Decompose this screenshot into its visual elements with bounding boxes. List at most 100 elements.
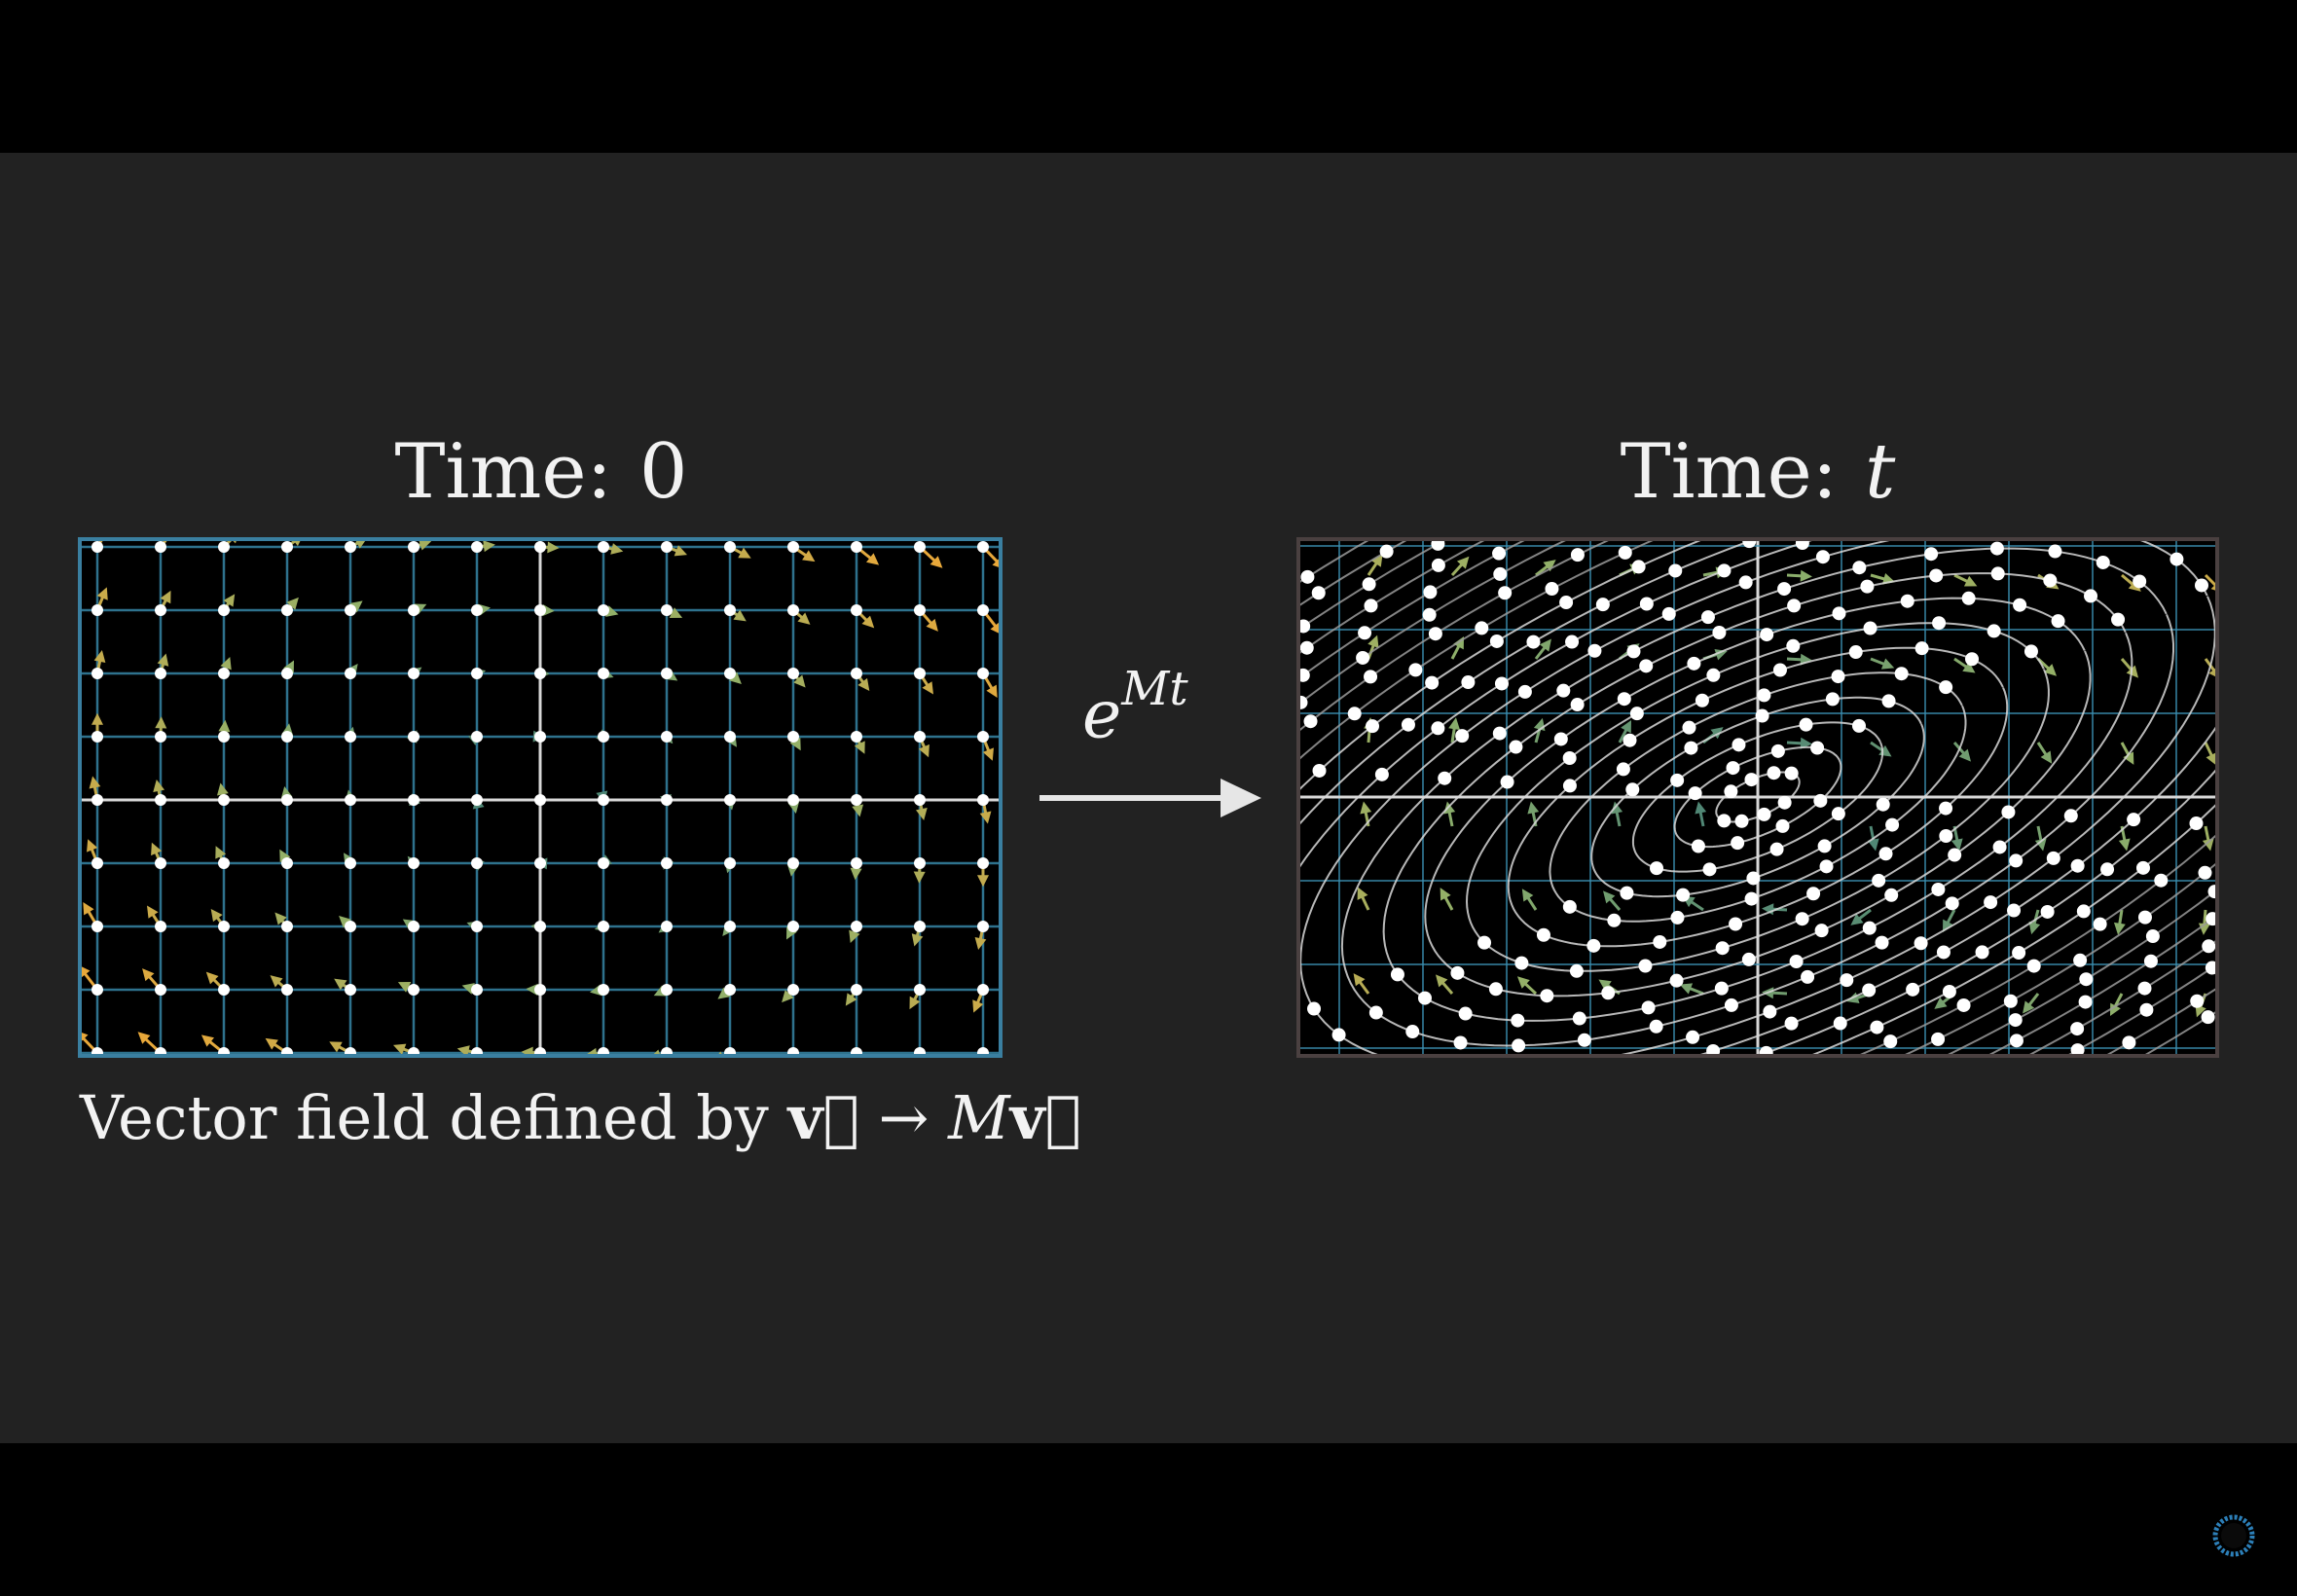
flow-dot <box>2008 1013 2023 1028</box>
flow-trajectory <box>1507 646 2009 948</box>
field-dot <box>661 731 673 743</box>
field-dot <box>408 794 419 806</box>
flow-dot <box>1715 941 1730 956</box>
field-dot <box>977 857 989 869</box>
field-dot <box>977 984 989 996</box>
flow-dot <box>1724 998 1738 1012</box>
flow-field-arrow <box>1602 890 1622 911</box>
right-title-value: t <box>1865 428 1896 516</box>
field-dot <box>724 731 736 743</box>
field-arrow-head <box>782 1053 784 1054</box>
flow-dot <box>1453 1035 1468 1050</box>
field-dot <box>598 984 609 996</box>
flow-dot <box>1825 692 1840 707</box>
flow-dot <box>1639 659 1654 673</box>
flow-dot <box>1990 566 2005 581</box>
flow-dot <box>1840 973 1854 988</box>
flow-dot <box>1641 1000 1656 1015</box>
field-arrow-head <box>913 871 926 884</box>
flow-dot <box>1553 732 1568 746</box>
flow-field-arrow <box>1534 638 1551 660</box>
flow-dot <box>2202 939 2215 954</box>
flow-field-arrow-head <box>1621 719 1632 734</box>
flow-dot <box>1931 882 1946 896</box>
field-dot <box>471 984 483 996</box>
flow-dot <box>1512 1038 1526 1053</box>
flow-field-arrow-head <box>1867 838 1879 852</box>
field-dot <box>408 921 419 932</box>
field-dot <box>661 857 673 869</box>
flow-dot <box>1777 582 1792 597</box>
flow-dot <box>1741 952 1756 966</box>
field-arrow-head <box>797 612 811 625</box>
field-dot <box>724 1047 736 1054</box>
field-arrow-head <box>979 811 992 824</box>
flow-field-arrow <box>1953 657 1976 673</box>
field-dot <box>155 1047 166 1054</box>
flow-dot <box>1686 1030 1700 1044</box>
flow-field-arrow <box>1367 635 1379 660</box>
flow-field-arrow <box>1786 737 1812 749</box>
flow-dot <box>1945 896 1959 911</box>
flow-dot <box>1862 921 1877 935</box>
flow-dot <box>1813 793 1828 808</box>
flow-dot <box>1617 692 1631 707</box>
flow-field-arrow <box>1516 976 1538 996</box>
flow-dot <box>1559 596 1574 610</box>
flow-dot <box>2040 904 2055 919</box>
flow-dot <box>1498 586 1513 600</box>
flow-dot <box>1738 575 1753 590</box>
field-arrow-head <box>210 908 223 923</box>
flow-dot <box>1492 726 1507 741</box>
flow-field-arrow <box>1357 887 1370 911</box>
flow-dot <box>1706 1044 1721 1054</box>
flow-dot <box>1570 548 1585 562</box>
flow-dot <box>1863 621 1878 635</box>
flow-field-arrow-head <box>1850 913 1864 925</box>
caption-matrix-m: M <box>948 1082 1010 1153</box>
field-arrow-head <box>91 712 103 725</box>
right-plot-frame <box>1296 537 2219 1058</box>
field-arrow-head <box>83 901 94 916</box>
field-dot <box>598 921 609 932</box>
flow-dot <box>1569 963 1584 978</box>
left-panel-title: Time: 0 <box>394 428 687 516</box>
left-title-value: 0 <box>638 428 688 516</box>
flow-dot <box>1769 842 1784 856</box>
flow-dot <box>1461 675 1476 690</box>
flow-dot <box>2122 1035 2136 1050</box>
flow-dot <box>1870 1020 1884 1034</box>
field-arrow-head <box>205 971 219 985</box>
flow-dot <box>2012 946 2026 961</box>
field-arrow-head <box>845 993 857 1006</box>
field-dot <box>281 857 293 869</box>
flow-dot <box>1784 766 1799 780</box>
flow-field-arrow-head <box>2202 838 2214 852</box>
field-dot <box>534 794 546 806</box>
flow-dot <box>1688 786 1702 801</box>
flow-dot <box>1639 597 1654 611</box>
flow-dot <box>1706 668 1721 682</box>
flow-dot <box>1556 683 1571 698</box>
field-dot <box>471 604 483 616</box>
caption-vector-v: v⃗ <box>787 1082 859 1153</box>
flow-trajectory <box>1300 541 2215 1054</box>
flow-dot <box>1358 626 1372 640</box>
field-dot <box>598 604 609 616</box>
flow-dot <box>1724 784 1738 799</box>
flow-dot <box>1939 801 1953 816</box>
flow-dot <box>1668 563 1683 578</box>
field-dot <box>155 794 166 806</box>
field-dot <box>914 541 926 553</box>
field-arrow-head <box>930 556 943 568</box>
field-dot <box>471 857 483 869</box>
field-dot <box>471 668 483 679</box>
flow-dot <box>1799 717 1813 732</box>
flow-field-arrow-head <box>2109 1002 2121 1017</box>
flow-dot <box>1914 936 1928 951</box>
field-arrow-head <box>270 975 283 988</box>
flow-field-arrow-head <box>1539 638 1551 652</box>
field-arrow-head <box>718 1051 722 1054</box>
loading-spinner-icon <box>2212 1514 2255 1557</box>
flow-field-arrow-head <box>1448 717 1461 731</box>
